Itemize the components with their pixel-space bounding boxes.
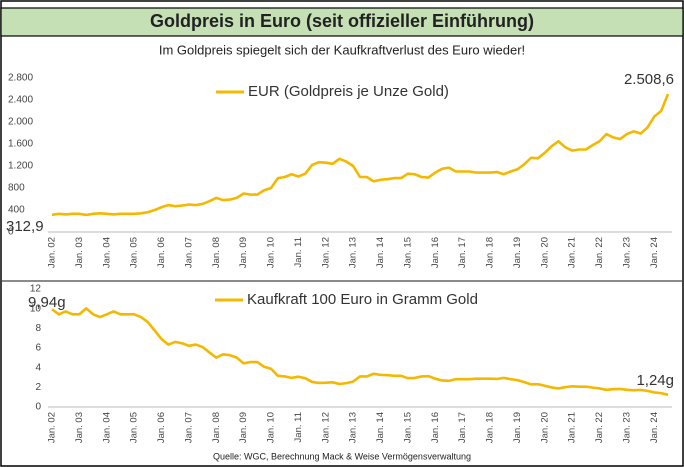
x-tick-label: Jan. 10 xyxy=(266,237,277,268)
x-tick-label: Jan. 02 xyxy=(47,237,58,268)
x-tick-label: Jan. 19 xyxy=(512,412,523,443)
x-tick-label: Jan. 15 xyxy=(402,237,413,268)
x-tick-label: Jan. 23 xyxy=(621,237,632,268)
x-tick-label: Jan. 18 xyxy=(485,237,496,268)
x-tick-label: Jan. 07 xyxy=(183,237,194,268)
data-label: 1,24g xyxy=(636,372,674,389)
y-tick-label: 12 xyxy=(30,284,42,295)
x-tick-label: Jan. 24 xyxy=(649,412,660,443)
x-tick-label: Jan. 05 xyxy=(129,237,140,268)
x-tick-label: Jan. 11 xyxy=(293,237,304,267)
x-tick-label: Jan. 22 xyxy=(594,237,605,268)
data-label: 312,9 xyxy=(6,218,44,235)
data-label: 2.508,6 xyxy=(624,71,674,88)
x-tick-label: Jan. 16 xyxy=(430,412,441,443)
y-tick-label: 1.600 xyxy=(8,139,33,150)
x-tick-label: Jan. 21 xyxy=(567,412,578,443)
x-tick-label: Jan. 02 xyxy=(47,412,58,443)
y-tick-label: 4 xyxy=(35,362,41,373)
x-tick-label: Jan. 04 xyxy=(101,237,112,268)
x-tick-label: Jan. 14 xyxy=(375,412,386,443)
x-tick-label: Jan. 12 xyxy=(320,412,331,443)
y-tick-label: 0 xyxy=(35,402,41,413)
x-tick-label: Jan. 06 xyxy=(156,412,167,443)
y-tick-label: 0 xyxy=(8,227,14,238)
y-tick-label: 6 xyxy=(35,343,41,354)
x-tick-label: Jan. 19 xyxy=(512,237,523,268)
x-tick-label: Jan. 03 xyxy=(74,412,85,443)
x-tick-label: Jan. 11 xyxy=(293,412,304,442)
y-tick-label: 2.000 xyxy=(8,117,33,128)
x-tick-label: Jan. 13 xyxy=(348,412,359,443)
y-tick-label: 1.200 xyxy=(8,161,33,172)
x-tick-label: Jan. 09 xyxy=(238,237,249,268)
x-tick-label: Jan. 22 xyxy=(594,412,605,443)
y-tick-label: 8 xyxy=(35,323,41,334)
header-title: Goldpreis in Euro (seit offizieller Einf… xyxy=(150,11,534,31)
series-line xyxy=(51,307,669,397)
x-tick-label: Jan. 20 xyxy=(539,412,550,443)
x-tick-label: Jan. 04 xyxy=(101,412,112,443)
subtitle: Im Goldpreis spiegelt sich der Kaufkraft… xyxy=(159,42,525,57)
x-tick-label: Jan. 09 xyxy=(238,412,249,443)
x-tick-label: Jan. 20 xyxy=(539,237,550,268)
y-tick-label: 2.800 xyxy=(8,73,33,84)
x-tick-label: Jan. 07 xyxy=(183,412,194,443)
series-line xyxy=(51,93,670,217)
x-tick-label: Jan. 15 xyxy=(402,412,413,443)
data-label: 9,94g xyxy=(28,294,66,311)
x-tick-label: Jan. 14 xyxy=(375,237,386,268)
x-tick-label: Jan. 05 xyxy=(129,412,140,443)
x-tick-label: Jan. 06 xyxy=(156,237,167,268)
legend-label: Kaufkraft 100 Euro in Gramm Gold xyxy=(247,291,478,308)
y-tick-label: 2 xyxy=(35,382,41,393)
y-tick-label: 800 xyxy=(8,183,25,194)
y-tick-label: 400 xyxy=(8,205,25,216)
x-tick-label: Jan. 12 xyxy=(320,237,331,268)
x-tick-label: Jan. 08 xyxy=(211,237,222,268)
x-tick-label: Jan. 24 xyxy=(649,237,660,268)
y-tick-label: 2.400 xyxy=(8,95,33,106)
x-tick-label: Jan. 16 xyxy=(430,237,441,268)
legend-label: EUR (Goldpreis je Unze Gold) xyxy=(248,83,449,100)
x-tick-label: Jan. 21 xyxy=(567,237,578,268)
x-tick-label: Jan. 18 xyxy=(485,412,496,443)
x-tick-label: Jan. 23 xyxy=(621,412,632,443)
x-tick-label: Jan. 08 xyxy=(211,412,222,443)
x-tick-label: Jan. 13 xyxy=(348,237,359,268)
y-tick-label: 10 xyxy=(30,303,42,314)
x-tick-label: Jan. 17 xyxy=(457,237,468,268)
x-tick-label: Jan. 03 xyxy=(74,237,85,268)
source: Quelle: WGC, Berechnung Mack & Weise Ver… xyxy=(213,451,471,461)
x-tick-label: Jan. 17 xyxy=(457,412,468,443)
header-bar xyxy=(0,7,684,37)
x-tick-label: Jan. 10 xyxy=(266,412,277,443)
